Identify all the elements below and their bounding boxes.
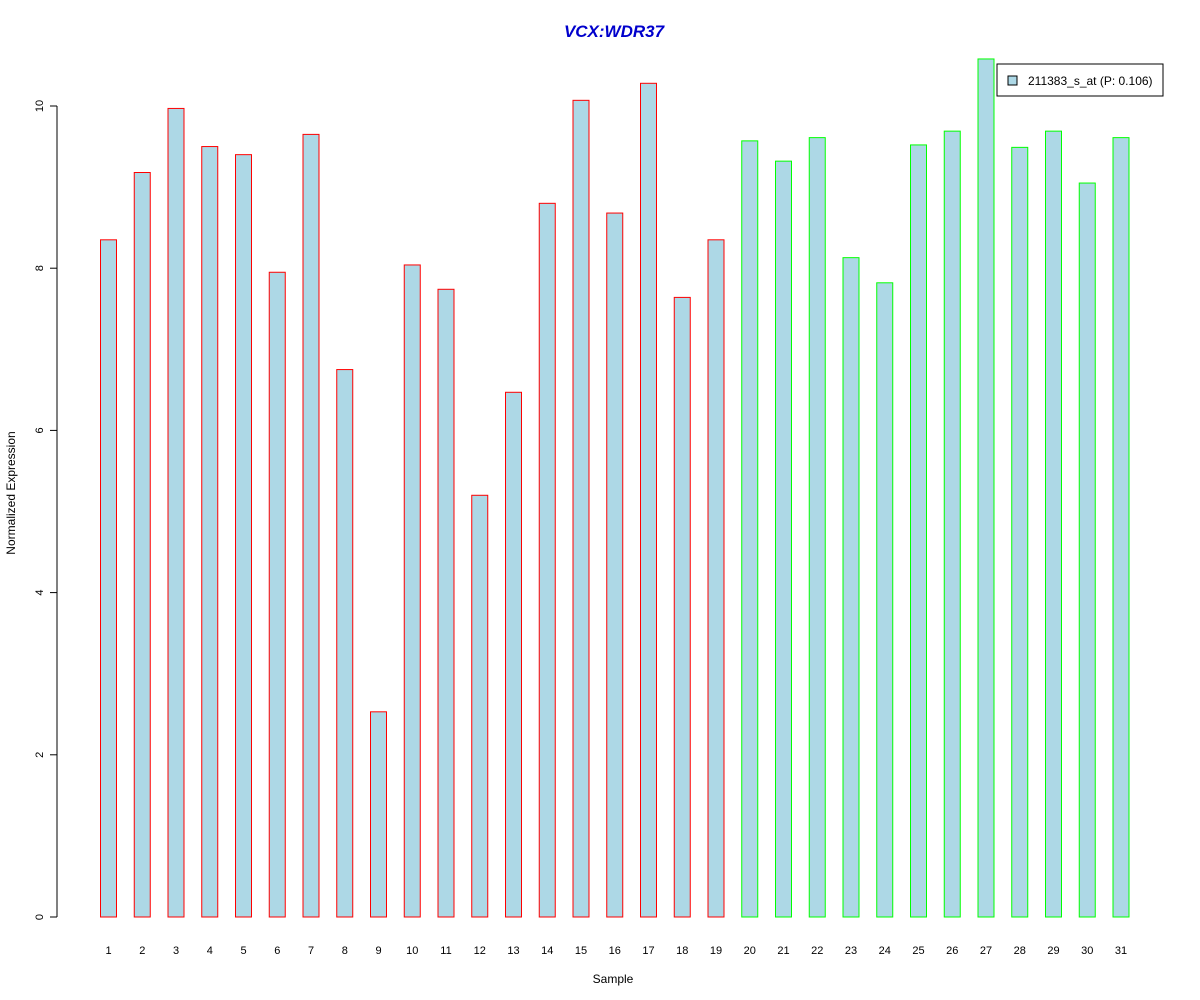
- bar-sample-25: [910, 144, 927, 918]
- x-tick-label: 30: [1081, 945, 1093, 957]
- y-tick-label: 6: [34, 427, 46, 433]
- bar-sample-18: [673, 296, 691, 918]
- bar-sample-26: [943, 130, 961, 918]
- bar-sample-31: [1112, 137, 1130, 918]
- x-tick-label: 17: [642, 945, 654, 957]
- x-tick-label: 1: [105, 945, 111, 957]
- bar-sample-16: [606, 212, 624, 918]
- x-tick-label: 8: [342, 945, 348, 957]
- bar-sample-29: [1045, 130, 1062, 918]
- bar-sample-8: [336, 369, 354, 918]
- bar-sample-27: [977, 58, 995, 918]
- chart-title: VCX:WDR37: [564, 22, 666, 41]
- bar-sample-24: [876, 282, 894, 918]
- bar-sample-28: [1011, 146, 1029, 918]
- bar-sample-21: [775, 160, 792, 918]
- x-tick-label: 24: [879, 945, 891, 957]
- x-tick-label: 27: [980, 945, 992, 957]
- bar-sample-2: [133, 172, 151, 918]
- y-tick-label: 10: [34, 100, 46, 112]
- bar-sample-5: [235, 154, 252, 918]
- bar-sample-15: [572, 99, 590, 918]
- bar-sample-10: [403, 264, 421, 918]
- bar-sample-17: [640, 82, 657, 918]
- x-tick-label: 23: [845, 945, 857, 957]
- x-tick-label: 13: [507, 945, 519, 957]
- x-tick-label: 3: [173, 945, 179, 957]
- x-tick-label: 5: [240, 945, 246, 957]
- legend-box: [996, 63, 1164, 97]
- bar-sample-4: [201, 146, 219, 918]
- y-tick-label: 4: [34, 590, 46, 596]
- bar-sample-22: [808, 137, 826, 918]
- bar-sample-30: [1078, 182, 1096, 918]
- x-tick-label: 16: [609, 945, 621, 957]
- bar-sample-7: [302, 133, 320, 918]
- x-tick-labels: 1 2 3 4 5 6 7 8 9 10 11 12 13 14 15 16 17 18 19 20 21 22 23 24 2…: [105, 945, 1127, 957]
- legend: 211383_s_at (P: 0.106): [996, 63, 1164, 97]
- y-axis: 0 2 4 6 8 10: [34, 100, 58, 920]
- y-tick-label: 8: [34, 265, 46, 271]
- bar-sample-20: [741, 140, 759, 918]
- bar-sample-3: [167, 107, 185, 918]
- bar-sample-19: [707, 239, 725, 918]
- x-tick-label: 4: [207, 945, 213, 957]
- x-tick-label: 31: [1115, 945, 1127, 957]
- bar-sample-11: [437, 288, 455, 918]
- x-tick-label: 20: [744, 945, 756, 957]
- x-tick-label: 28: [1014, 945, 1026, 957]
- x-tick-label: 10: [406, 945, 418, 957]
- x-tick-label: 2: [139, 945, 145, 957]
- x-tick-label: 22: [811, 945, 823, 957]
- legend-label: 211383_s_at (P: 0.106): [1028, 74, 1153, 88]
- x-tick-label: 14: [541, 945, 553, 957]
- x-tick-label: 26: [946, 945, 958, 957]
- x-tick-label: 11: [440, 945, 451, 957]
- x-tick-label: 7: [308, 945, 314, 957]
- bar-sample-12: [471, 494, 489, 918]
- bar-sample-9: [370, 711, 387, 918]
- y-tick-label: 0: [34, 914, 46, 920]
- x-tick-label: 6: [274, 945, 280, 957]
- y-tick-label: 2: [34, 752, 46, 758]
- x-tick-label: 19: [710, 945, 722, 957]
- x-tick-label: 12: [474, 945, 486, 957]
- legend-swatch: [1007, 75, 1018, 86]
- x-tick-label: 18: [676, 945, 688, 957]
- x-tick-label: 29: [1047, 945, 1059, 957]
- bar-sample-14: [538, 202, 556, 918]
- bar-sample-1: [100, 239, 117, 918]
- x-tick-label: 9: [375, 945, 381, 957]
- x-tick-label: 21: [777, 945, 789, 957]
- x-tick-label: 25: [912, 945, 924, 957]
- bar-sample-13: [505, 391, 522, 918]
- x-axis-title: Sample: [593, 972, 634, 986]
- bar-sample-23: [842, 257, 860, 918]
- bar-sample-6: [268, 271, 286, 918]
- x-tick-label: 15: [575, 945, 587, 957]
- y-axis-title: Normalized Expression: [4, 431, 18, 554]
- bars-group: [100, 58, 1130, 918]
